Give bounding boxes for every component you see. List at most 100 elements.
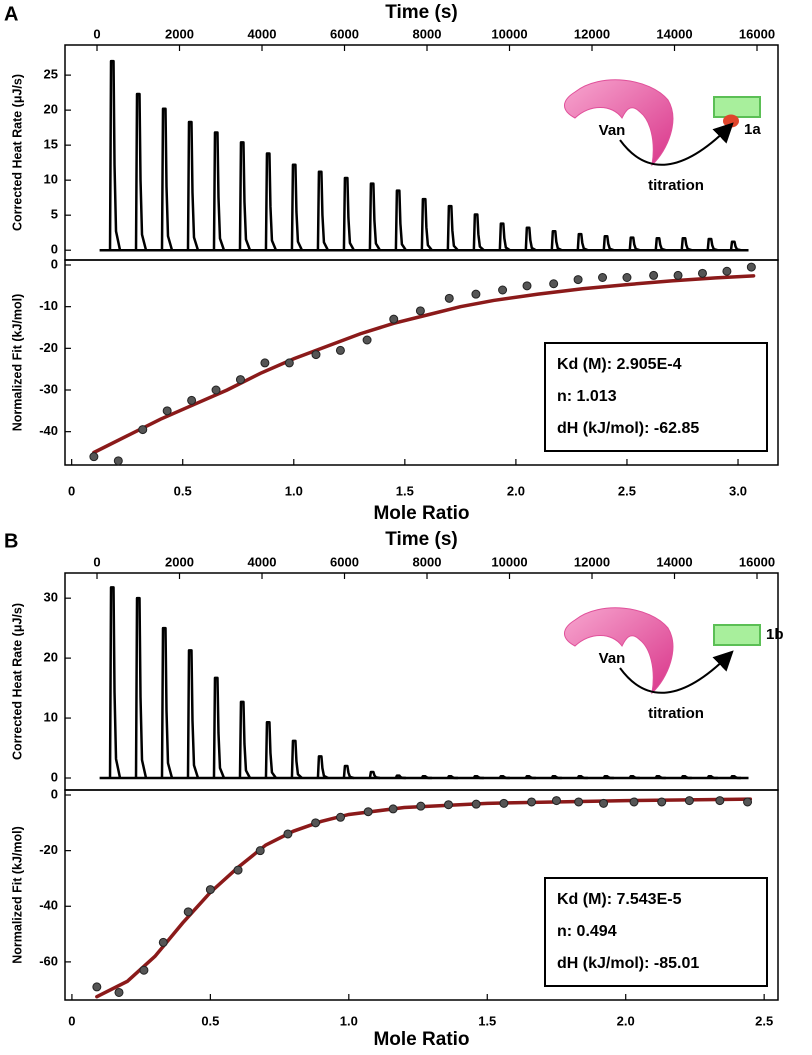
host-label: Van (599, 650, 626, 667)
heat-peak (706, 237, 719, 252)
data-point (697, 268, 707, 278)
data-point (283, 829, 293, 839)
y-axis-title: Normalized Fit (kJ/mol) (10, 294, 24, 432)
data-point (362, 335, 372, 345)
data-point (444, 293, 454, 303)
data-point (657, 797, 667, 807)
y-tick-label: 0 (51, 256, 58, 271)
data-point (522, 281, 532, 291)
x-axis-title: Mole Ratio (373, 503, 469, 524)
y-tick-label: 10 (44, 172, 58, 187)
data-point (573, 275, 583, 285)
y-tick-label: 30 (44, 590, 58, 605)
data-point (388, 804, 398, 814)
panel-label: B (4, 530, 18, 552)
data-point (335, 345, 345, 355)
heat-peak (446, 204, 459, 252)
data-point (684, 796, 694, 806)
x-tick-label: 0 (68, 483, 75, 498)
plot-frame (64, 789, 779, 1001)
x-tick-label: 1.5 (478, 1013, 496, 1028)
data-point (113, 456, 123, 466)
data-point (416, 801, 426, 811)
data-point (622, 273, 632, 282)
x-tick-label: 0.5 (201, 1013, 219, 1028)
data-point (114, 987, 124, 997)
heat-peak (368, 182, 381, 251)
heat-peak (602, 234, 615, 252)
data-point (311, 350, 321, 360)
data-point (499, 798, 509, 808)
heat-peak (498, 774, 510, 780)
heat-peak (729, 774, 742, 780)
y-tick-label: 0 (51, 769, 58, 784)
y-tick-label: -20 (39, 842, 58, 857)
data-point (284, 358, 294, 368)
inset-diagram: Van 1b titration (564, 607, 784, 722)
data-point (471, 799, 481, 809)
x-tick-label: 2.5 (618, 483, 636, 498)
heat-peak (264, 721, 277, 779)
data-point (389, 314, 399, 324)
x-tick-label: 1.0 (340, 1013, 358, 1028)
heat-peak (680, 237, 693, 252)
x-tick-label: 6000 (330, 26, 359, 41)
x-tick-label: 14000 (656, 26, 692, 41)
heat-peak (290, 163, 304, 251)
heat-peak (160, 626, 174, 779)
heat-peak (264, 152, 278, 251)
annotation: Kd (M): 7.543E-5 (557, 891, 682, 908)
x-tick-label: 14000 (656, 554, 692, 569)
heat-peak (472, 774, 484, 780)
x-tick-label: 3.0 (729, 483, 747, 498)
heat-peak (134, 92, 148, 251)
heat-peak (394, 774, 406, 780)
data-point (443, 800, 453, 810)
data-point (527, 797, 537, 807)
x-tick-label: 12000 (574, 554, 610, 569)
x-tick-label: 4000 (248, 554, 277, 569)
heat-peak (576, 774, 588, 780)
y-tick-label: 20 (44, 650, 58, 665)
data-point (743, 797, 753, 807)
heat-peak (576, 232, 589, 252)
heat-peak (680, 774, 692, 780)
heat-peak (602, 774, 614, 780)
x-tick-label: 10000 (491, 554, 527, 569)
data-point (233, 865, 243, 875)
heat-peak (729, 240, 742, 252)
y-tick-label: -60 (39, 953, 58, 968)
data-point (471, 289, 481, 299)
x-tick-label: 0 (93, 26, 100, 41)
x-tick-label: 16000 (739, 26, 775, 41)
x-tick-label: 6000 (330, 554, 359, 569)
y-tick-label: -10 (39, 298, 58, 313)
plot-frame (64, 572, 779, 791)
heat-peak (212, 676, 226, 779)
data-point (260, 358, 270, 368)
heat-peak (290, 739, 303, 779)
y-axis-title: Normalized Fit (kJ/mol) (10, 826, 24, 964)
annotation-box (544, 877, 768, 987)
x-tick-label: 1.0 (285, 483, 303, 498)
heat-peak (394, 189, 407, 251)
heat-peak (316, 755, 329, 780)
arrow-label: titration (648, 705, 704, 722)
guest-shape (713, 96, 761, 118)
inset-diagram: Van 1a titration (564, 79, 761, 194)
data-point (722, 266, 732, 276)
x-tick-label: 0 (68, 1013, 75, 1028)
panel-label: A (4, 3, 18, 25)
data-point (599, 798, 609, 808)
heat-peak (108, 586, 122, 779)
y-tick-label: 25 (44, 67, 58, 82)
data-point (187, 395, 197, 405)
guest-shape (713, 624, 761, 646)
y-tick-label: 0 (51, 786, 58, 801)
heat-peak (212, 131, 226, 251)
heat-peak (368, 770, 381, 780)
y-tick-label: -40 (39, 898, 58, 913)
y-tick-label: 15 (44, 137, 58, 152)
